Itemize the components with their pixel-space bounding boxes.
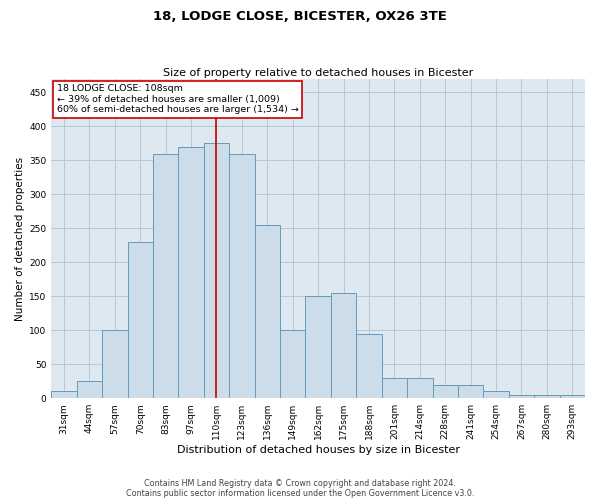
- Bar: [280, 330, 305, 398]
- Bar: [382, 378, 407, 398]
- Bar: [534, 395, 560, 398]
- Title: Size of property relative to detached houses in Bicester: Size of property relative to detached ho…: [163, 68, 473, 78]
- Bar: [128, 242, 153, 398]
- Bar: [254, 225, 280, 398]
- Text: Contains public sector information licensed under the Open Government Licence v3: Contains public sector information licen…: [126, 488, 474, 498]
- Bar: [560, 395, 585, 398]
- Text: 18 LODGE CLOSE: 108sqm
← 39% of detached houses are smaller (1,009)
60% of semi-: 18 LODGE CLOSE: 108sqm ← 39% of detached…: [57, 84, 299, 114]
- Bar: [229, 154, 254, 398]
- Bar: [433, 384, 458, 398]
- Bar: [484, 392, 509, 398]
- Text: Contains HM Land Registry data © Crown copyright and database right 2024.: Contains HM Land Registry data © Crown c…: [144, 478, 456, 488]
- Bar: [102, 330, 128, 398]
- Bar: [178, 146, 204, 398]
- Bar: [305, 296, 331, 398]
- Bar: [407, 378, 433, 398]
- Y-axis label: Number of detached properties: Number of detached properties: [15, 156, 25, 320]
- Bar: [458, 384, 484, 398]
- Bar: [77, 381, 102, 398]
- Bar: [356, 334, 382, 398]
- Bar: [509, 395, 534, 398]
- Bar: [204, 144, 229, 398]
- X-axis label: Distribution of detached houses by size in Bicester: Distribution of detached houses by size …: [176, 445, 460, 455]
- Bar: [153, 154, 178, 398]
- Bar: [331, 293, 356, 398]
- Text: 18, LODGE CLOSE, BICESTER, OX26 3TE: 18, LODGE CLOSE, BICESTER, OX26 3TE: [153, 10, 447, 23]
- Bar: [51, 392, 77, 398]
